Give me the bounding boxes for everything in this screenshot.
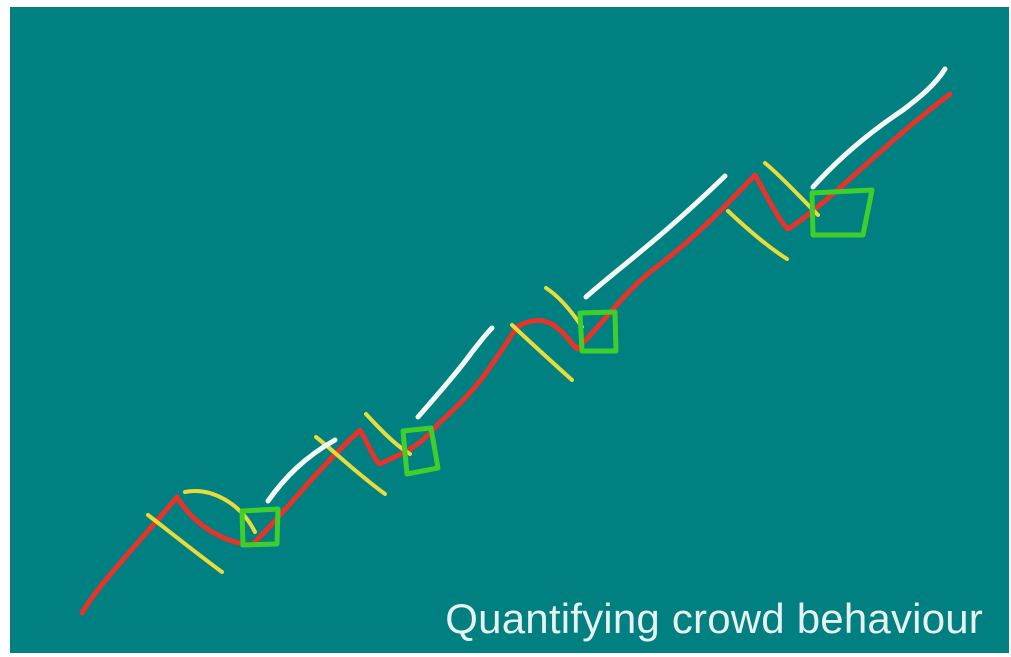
reaction-stroke-1a <box>146 513 224 574</box>
trend-stroke-4 <box>810 66 948 190</box>
entry-box-2 <box>400 425 441 477</box>
slide-caption: Quantifying crowd behaviour <box>445 595 983 642</box>
price-path-line <box>79 91 953 616</box>
reaction-stroke-2a <box>314 435 387 496</box>
reaction-stroke-1b <box>183 489 257 534</box>
entry-box-1 <box>239 506 281 548</box>
crowd-behaviour-diagram <box>79 66 953 616</box>
trend-stroke-3 <box>583 173 728 300</box>
reaction-stroke-3a <box>510 323 574 382</box>
reaction-stroke-4a <box>726 209 789 261</box>
entry-box-4 <box>809 187 875 238</box>
reaction-strokes <box>146 161 820 574</box>
trend-stroke-1 <box>265 437 338 504</box>
slide-canvas: Quantifying crowd behaviour <box>10 7 1009 653</box>
trend-stroke-2 <box>415 325 495 420</box>
entry-boxes <box>239 187 875 548</box>
entry-box-3 <box>577 309 619 354</box>
trend-strokes <box>265 66 948 504</box>
